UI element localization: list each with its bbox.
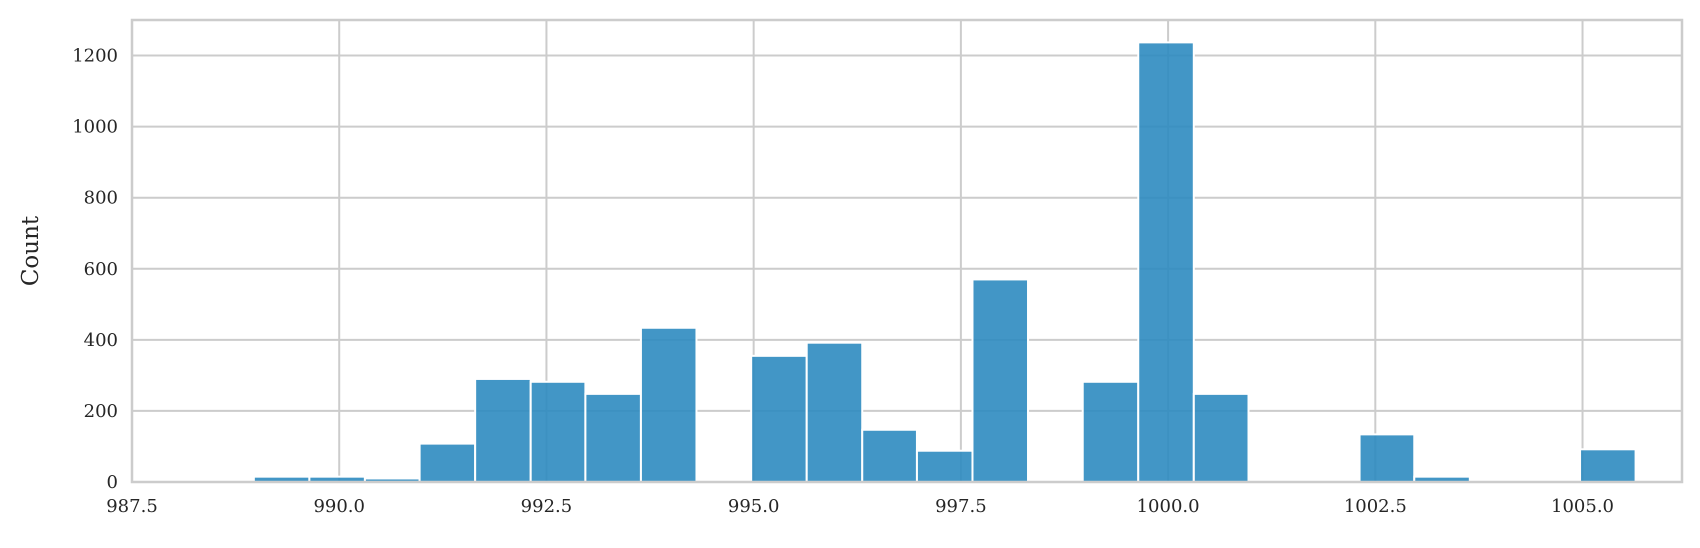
histogram-bar	[971, 278, 1030, 483]
histogram-bar	[584, 392, 642, 484]
x-tick-label: 990.0	[313, 496, 365, 517]
x-tick-label: 1000.0	[1137, 496, 1200, 517]
x-tick-label: 1002.5	[1344, 496, 1407, 517]
histogram-bar	[1358, 433, 1416, 483]
y-tick-label: 400	[84, 330, 118, 351]
histogram-bar	[639, 326, 698, 484]
grid-lines	[131, 20, 1682, 483]
histogram-bar	[805, 341, 864, 484]
x-tick-label: 987.5	[106, 496, 158, 517]
y-tick-label: 0	[107, 472, 118, 493]
histogram-bar	[861, 428, 918, 483]
y-axis-label: Count	[18, 215, 44, 286]
y-tick-labels: 0 200 400 600 800 1000 1200	[72, 46, 118, 493]
histogram-bar	[529, 380, 587, 483]
histogram-bar	[1579, 448, 1637, 484]
histogram-bar	[750, 354, 808, 484]
histogram-bar	[1137, 41, 1195, 484]
histogram-bars	[252, 41, 1637, 484]
x-tick-label: 997.5	[935, 496, 987, 517]
y-tick-label: 200	[84, 401, 118, 422]
x-tick-labels: 987.5 990.0 992.5 995.0 997.5 1000.0 1002.5 100…	[106, 496, 1614, 517]
x-tick-label: 992.5	[521, 496, 573, 517]
y-tick-label: 600	[84, 259, 118, 280]
histogram-bar	[1192, 392, 1250, 484]
histogram-bar	[915, 449, 974, 484]
x-tick-label: 995.0	[728, 496, 780, 517]
histogram-bar	[1081, 380, 1140, 483]
y-tick-label: 1200	[72, 46, 118, 67]
y-tick-label: 1000	[72, 117, 118, 138]
histogram-bar	[418, 442, 477, 484]
y-tick-label: 800	[84, 188, 118, 209]
histogram-bar	[474, 377, 532, 484]
plot-frame	[130, 18, 1684, 484]
x-tick-label: 1005.0	[1551, 496, 1614, 517]
